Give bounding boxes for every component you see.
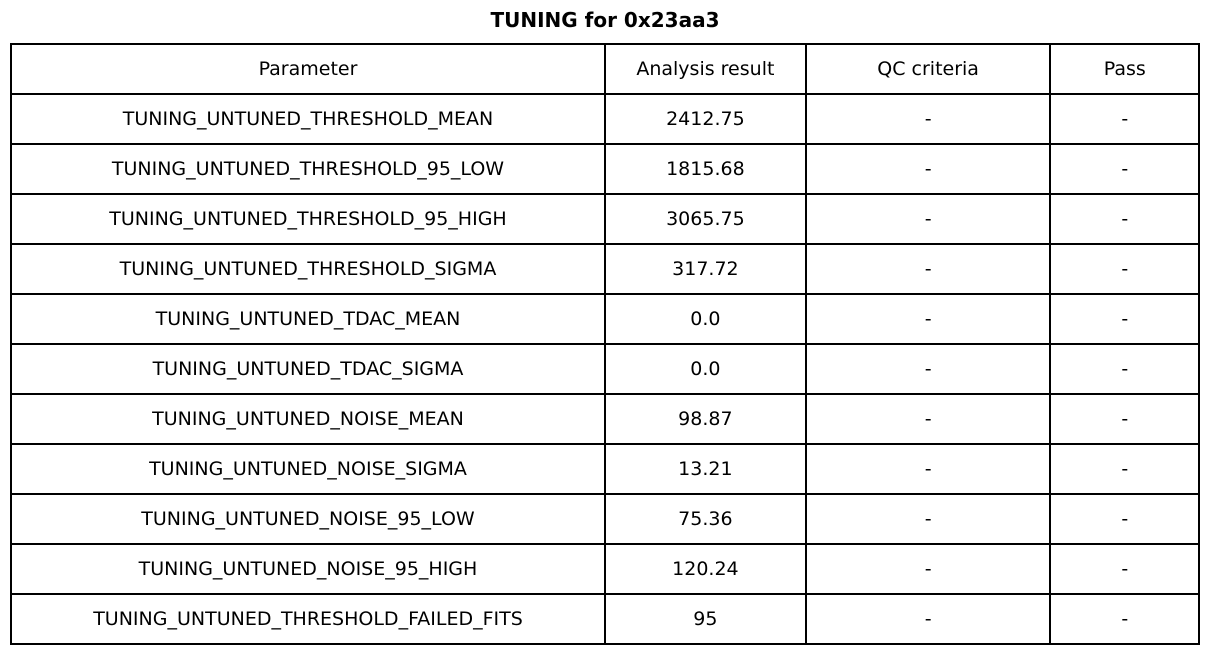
parameter-cell: TUNING_UNTUNED_THRESHOLD_95_HIGH <box>10 193 606 245</box>
pass-cell: - <box>1049 143 1200 195</box>
qc-criteria-cell: - <box>804 293 1052 345</box>
column-header-analysis-result: Analysis result <box>604 43 807 95</box>
analysis-result-cell: 120.24 <box>604 543 807 595</box>
parameter-cell: TUNING_UNTUNED_THRESHOLD_MEAN <box>10 93 606 145</box>
pass-cell: - <box>1049 543 1200 595</box>
parameter-cell: TUNING_UNTUNED_NOISE_95_LOW <box>10 493 606 545</box>
parameter-cell: TUNING_UNTUNED_THRESHOLD_SIGMA <box>10 243 606 295</box>
table-header-row: Parameter Analysis result QC criteria Pass <box>10 43 1200 95</box>
qc-criteria-cell: - <box>804 343 1052 395</box>
qc-criteria-cell: - <box>804 543 1052 595</box>
qc-criteria-cell: - <box>804 443 1052 495</box>
column-header-qc-criteria: QC criteria <box>804 43 1052 95</box>
table-row: TUNING_UNTUNED_THRESHOLD_SIGMA 317.72- - <box>10 243 1200 295</box>
table-row: TUNING_UNTUNED_TDAC_MEAN 0.0- - <box>10 293 1200 345</box>
analysis-result-cell: 13.21 <box>604 443 807 495</box>
analysis-result-cell: 75.36 <box>604 493 807 545</box>
qc-criteria-cell: - <box>804 193 1052 245</box>
figure-title: TUNING for 0x23aa3 <box>490 8 720 32</box>
table-row: TUNING_UNTUNED_THRESHOLD_MEAN 2412.75- - <box>10 93 1200 145</box>
pass-cell: - <box>1049 193 1200 245</box>
analysis-result-cell: 1815.68 <box>604 143 807 195</box>
parameter-cell: TUNING_UNTUNED_TDAC_SIGMA <box>10 343 606 395</box>
pass-cell: - <box>1049 593 1200 645</box>
pass-cell: - <box>1049 393 1200 445</box>
pass-cell: - <box>1049 293 1200 345</box>
qc-results-table: Parameter Analysis result QC criteria Pass … <box>10 43 1200 645</box>
parameter-cell: TUNING_UNTUNED_THRESHOLD_95_LOW <box>10 143 606 195</box>
qc-criteria-cell: - <box>804 493 1052 545</box>
table-row: TUNING_UNTUNED_THRESHOLD_95_LOW 1815.68- - <box>10 143 1200 195</box>
qc-criteria-cell: - <box>804 93 1052 145</box>
qc-criteria-cell: - <box>804 393 1052 445</box>
analysis-result-cell: 0.0 <box>604 293 807 345</box>
pass-cell: - <box>1049 443 1200 495</box>
table-row: TUNING_UNTUNED_THRESHOLD_95_HIGH 3065.75-… <box>10 193 1200 245</box>
qc-criteria-cell: - <box>804 243 1052 295</box>
pass-cell: - <box>1049 93 1200 145</box>
pass-cell: - <box>1049 243 1200 295</box>
analysis-result-cell: 317.72 <box>604 243 807 295</box>
table-row: TUNING_UNTUNED_NOISE_MEAN 98.87- - <box>10 393 1200 445</box>
analysis-result-cell: 0.0 <box>604 343 807 395</box>
analysis-result-cell: 3065.75 <box>604 193 807 245</box>
table-row: TUNING_UNTUNED_NOISE_95_HIGH 120.24- - <box>10 543 1200 595</box>
pass-cell: - <box>1049 493 1200 545</box>
table-row: TUNING_UNTUNED_NOISE_SIGMA 13.21- - <box>10 443 1200 495</box>
table-row: TUNING_UNTUNED_NOISE_95_LOW 75.36- - <box>10 493 1200 545</box>
column-header-pass: Pass <box>1049 43 1200 95</box>
pass-cell: - <box>1049 343 1200 395</box>
table-body: TUNING_UNTUNED_THRESHOLD_MEAN 2412.75- - TU… <box>10 93 1200 645</box>
parameter-cell: TUNING_UNTUNED_NOISE_SIGMA <box>10 443 606 495</box>
parameter-cell: TUNING_UNTUNED_THRESHOLD_FAILED_FITS <box>10 593 606 645</box>
parameter-cell: TUNING_UNTUNED_NOISE_MEAN <box>10 393 606 445</box>
analysis-result-cell: 2412.75 <box>604 93 807 145</box>
qc-criteria-cell: - <box>804 143 1052 195</box>
parameter-cell: TUNING_UNTUNED_NOISE_95_HIGH <box>10 543 606 595</box>
table-row: TUNING_UNTUNED_TDAC_SIGMA 0.0- - <box>10 343 1200 395</box>
parameter-cell: TUNING_UNTUNED_TDAC_MEAN <box>10 293 606 345</box>
table-row: TUNING_UNTUNED_THRESHOLD_FAILED_FITS 95- - <box>10 593 1200 645</box>
analysis-result-cell: 95 <box>604 593 807 645</box>
analysis-result-cell: 98.87 <box>604 393 807 445</box>
column-header-parameter: Parameter <box>10 43 606 95</box>
qc-criteria-cell: - <box>804 593 1052 645</box>
